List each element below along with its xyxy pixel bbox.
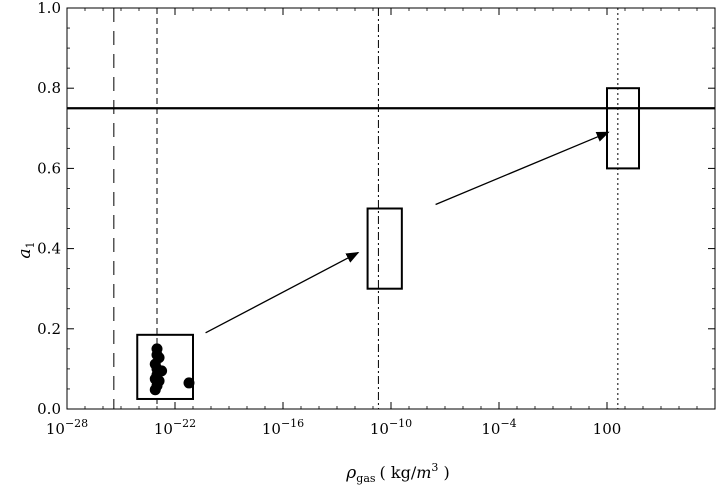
data-points [149,343,195,396]
y-tick-label: 0.8 [37,79,61,97]
y-tick-label: 0.6 [37,159,61,177]
range-box-1 [136,333,194,400]
x-tick-label: 10−28 [46,417,88,438]
y-tick-label: 0.0 [37,400,61,418]
data-point-12 [183,377,195,389]
arrow-1 [205,252,360,334]
y-tick-label: 1.0 [37,0,61,17]
y-tick-label: 0.2 [37,320,61,338]
x-tick-label: 100 [593,420,622,438]
range-box-2 [366,207,403,290]
x-axis-title: ρgas( kg/m3 ) [345,461,449,485]
y-axis-title: a1 [15,241,37,258]
data-point-11 [149,384,161,396]
x-tick-label: 10−10 [370,417,412,438]
x-tick-label: 10−4 [481,417,516,438]
y-tick-label: 0.4 [37,240,61,258]
range-box-3 [606,87,641,170]
x-tick-label: 10−22 [154,417,196,438]
trend-arrows [205,131,610,334]
x-tick-label: 10−16 [262,417,304,438]
arrow-2 [435,131,610,206]
axes: 10−28 10−22 10−16 10−10 10−4 100 0.0 0.2 0.4 0.6 0… [37,0,716,438]
range-boxes [136,87,641,400]
